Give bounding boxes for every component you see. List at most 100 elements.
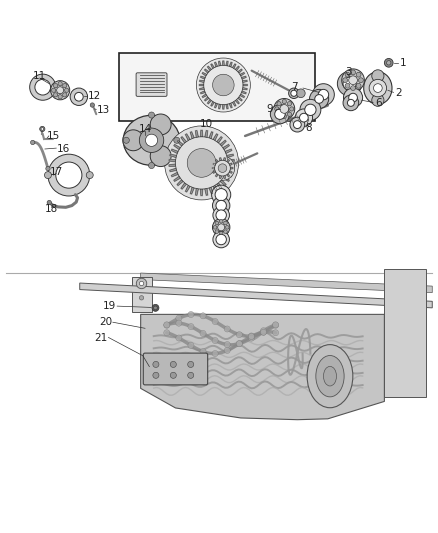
Circle shape — [212, 337, 218, 344]
Text: 12: 12 — [88, 91, 101, 101]
Polygon shape — [223, 61, 224, 66]
Polygon shape — [195, 189, 198, 195]
Text: 16: 16 — [57, 143, 71, 154]
Polygon shape — [233, 101, 236, 106]
Circle shape — [261, 329, 267, 335]
Circle shape — [356, 83, 361, 88]
Circle shape — [347, 99, 354, 107]
Circle shape — [248, 335, 254, 341]
Circle shape — [188, 324, 194, 329]
Circle shape — [176, 137, 228, 189]
Circle shape — [46, 166, 50, 171]
Circle shape — [297, 89, 305, 98]
Circle shape — [277, 112, 281, 116]
Polygon shape — [226, 168, 233, 172]
Circle shape — [300, 114, 308, 122]
Circle shape — [272, 330, 279, 336]
Circle shape — [342, 69, 364, 92]
Circle shape — [358, 78, 363, 83]
Polygon shape — [213, 134, 218, 141]
Circle shape — [30, 74, 56, 100]
Circle shape — [270, 104, 290, 124]
Ellipse shape — [123, 115, 180, 165]
Circle shape — [374, 84, 382, 92]
Polygon shape — [215, 62, 217, 67]
Circle shape — [200, 349, 206, 354]
Circle shape — [170, 361, 177, 367]
Polygon shape — [229, 103, 232, 108]
Circle shape — [372, 70, 384, 82]
Ellipse shape — [307, 345, 353, 408]
Polygon shape — [177, 140, 183, 146]
Circle shape — [139, 281, 144, 286]
Polygon shape — [205, 97, 209, 101]
Polygon shape — [209, 187, 213, 194]
Polygon shape — [80, 283, 432, 308]
Polygon shape — [212, 167, 215, 169]
Circle shape — [40, 126, 45, 132]
Circle shape — [261, 329, 267, 335]
Ellipse shape — [316, 356, 344, 397]
Circle shape — [90, 103, 95, 107]
Circle shape — [213, 207, 230, 223]
Circle shape — [164, 322, 170, 328]
Polygon shape — [201, 76, 205, 79]
Polygon shape — [177, 180, 183, 185]
Circle shape — [165, 126, 239, 200]
Circle shape — [47, 200, 51, 205]
Circle shape — [290, 117, 305, 132]
Circle shape — [150, 114, 171, 135]
Polygon shape — [217, 183, 222, 189]
Circle shape — [212, 197, 230, 214]
Polygon shape — [226, 154, 233, 158]
Polygon shape — [211, 64, 214, 69]
Circle shape — [289, 88, 299, 99]
Polygon shape — [226, 159, 230, 163]
Circle shape — [164, 330, 170, 336]
Text: 1: 1 — [400, 58, 406, 68]
Circle shape — [70, 88, 88, 106]
Polygon shape — [213, 171, 216, 173]
Polygon shape — [191, 187, 194, 194]
Polygon shape — [191, 132, 194, 139]
Circle shape — [224, 221, 227, 225]
Circle shape — [313, 84, 334, 106]
Polygon shape — [229, 171, 232, 173]
Polygon shape — [233, 64, 236, 69]
Circle shape — [204, 66, 243, 104]
Polygon shape — [240, 94, 244, 98]
Circle shape — [41, 128, 44, 130]
Circle shape — [345, 72, 350, 77]
Text: 2: 2 — [395, 88, 402, 98]
Polygon shape — [220, 140, 226, 146]
Circle shape — [63, 93, 67, 97]
Polygon shape — [170, 168, 177, 172]
Circle shape — [210, 156, 235, 180]
Circle shape — [35, 79, 50, 95]
Circle shape — [272, 322, 279, 328]
Circle shape — [196, 58, 251, 112]
Circle shape — [219, 232, 223, 235]
Circle shape — [187, 372, 194, 378]
Circle shape — [236, 332, 242, 338]
Circle shape — [176, 335, 182, 341]
Circle shape — [295, 109, 313, 126]
Polygon shape — [243, 84, 247, 86]
Text: 11: 11 — [33, 71, 46, 82]
Circle shape — [315, 94, 323, 103]
Circle shape — [310, 90, 328, 109]
Circle shape — [356, 72, 361, 77]
Polygon shape — [171, 149, 178, 154]
Polygon shape — [220, 180, 226, 185]
Polygon shape — [213, 163, 216, 166]
Circle shape — [145, 134, 158, 147]
Circle shape — [275, 109, 285, 119]
Circle shape — [293, 120, 301, 128]
Polygon shape — [171, 172, 178, 176]
Circle shape — [53, 84, 58, 88]
Circle shape — [248, 333, 254, 339]
Circle shape — [224, 326, 230, 332]
Circle shape — [236, 341, 242, 346]
Polygon shape — [174, 176, 180, 181]
Text: 13: 13 — [97, 105, 110, 115]
